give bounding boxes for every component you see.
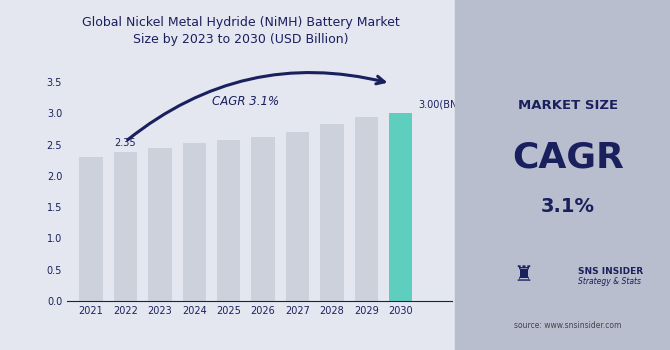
Text: Global Nickel Metal Hydride (NiMH) Battery Market
Size by 2023 to 2030 (USD Bill: Global Nickel Metal Hydride (NiMH) Batte… [82,16,400,46]
Text: ♜: ♜ [513,265,533,285]
Text: source: www.snsinsider.com: source: www.snsinsider.com [514,321,622,330]
Text: Strategy & Stats: Strategy & Stats [578,277,641,286]
FancyBboxPatch shape [456,0,670,350]
Text: 2.35: 2.35 [115,138,136,148]
Bar [389,113,412,301]
Bar [148,148,172,301]
Text: MARKET SIZE: MARKET SIZE [518,98,618,112]
Text: CAGR: CAGR [512,140,624,175]
Bar [217,140,241,301]
Bar [286,132,309,301]
Bar [251,136,275,301]
Bar [79,157,103,301]
Bar [114,152,137,301]
Text: CAGR 3.1%: CAGR 3.1% [212,96,279,108]
Text: 3.1%: 3.1% [541,197,595,216]
Text: SNS INSIDER: SNS INSIDER [578,267,643,276]
Bar [183,144,206,301]
Bar [320,124,344,301]
Bar [354,117,378,301]
Text: 3.00(BN): 3.00(BN) [418,100,461,110]
